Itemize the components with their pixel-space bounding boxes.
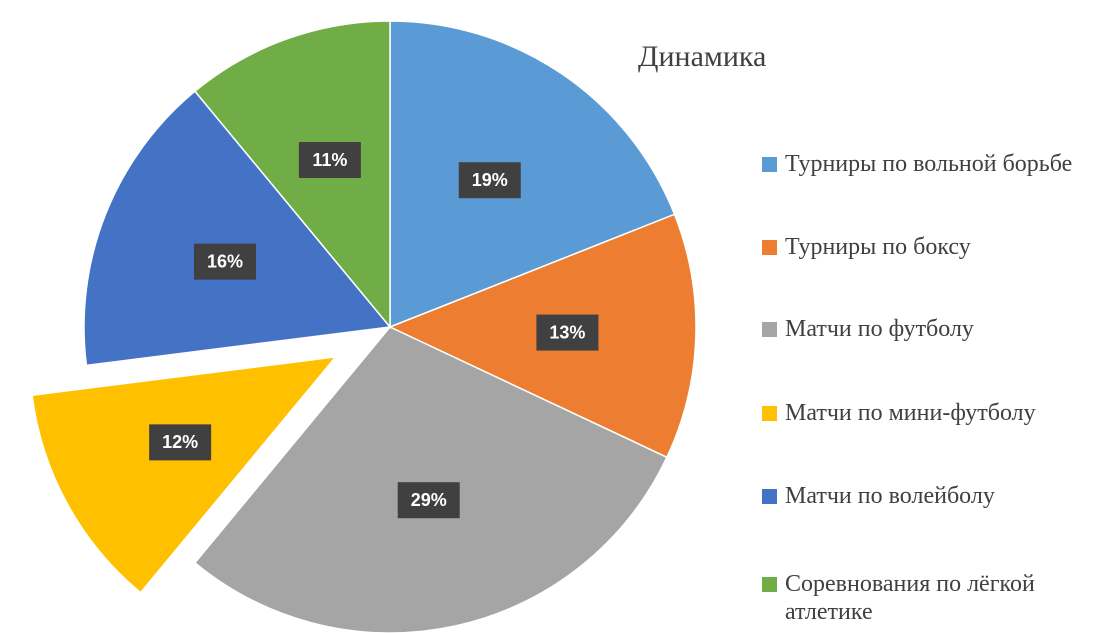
data-label: 13% xyxy=(549,322,585,342)
legend-item: Турниры по вольной борьбе xyxy=(762,150,1118,178)
data-label: 12% xyxy=(162,432,198,452)
pie-slice xyxy=(193,326,668,633)
data-label-box xyxy=(149,424,212,461)
legend-label: Турниры по боксу xyxy=(785,234,971,260)
pie-slice xyxy=(31,355,338,594)
legend-label: Матчи по волейболу xyxy=(785,483,995,509)
legend-item: Соревнования по лёгкой атлетике xyxy=(762,570,1118,626)
legend-label: Матчи по футболу xyxy=(785,316,974,342)
data-label: 29% xyxy=(411,490,447,510)
legend-swatch xyxy=(762,157,777,172)
legend-item: Матчи по мини-футболу xyxy=(762,399,1118,427)
legend-swatch xyxy=(762,322,777,337)
data-label-box xyxy=(458,162,521,199)
pie-slice xyxy=(389,20,676,329)
legend-swatch xyxy=(762,577,777,592)
legend-swatch xyxy=(762,489,777,504)
legend-label: Соревнования по лёгкой атлетике xyxy=(785,571,1035,625)
chart: 19% 13% 29% 12% 16% 11% xyxy=(31,20,697,633)
legend-swatch xyxy=(762,406,777,421)
chart-title: Динамика xyxy=(638,40,767,73)
legend-item: Турниры по боксу xyxy=(762,233,1118,261)
legend-swatch xyxy=(762,240,777,255)
legend-item: Матчи по волейболу xyxy=(762,482,1118,510)
pie-slice xyxy=(83,90,392,367)
data-label-box xyxy=(193,243,256,280)
data-label-box xyxy=(536,314,599,351)
pie-slice xyxy=(193,20,391,330)
legend-label: Матчи по мини-футболу xyxy=(785,400,1036,426)
data-label-box xyxy=(397,482,460,519)
data-label-box xyxy=(298,142,361,179)
data-label: 11% xyxy=(312,150,347,170)
legend-label: Турниры по вольной борьбе xyxy=(785,151,1073,177)
data-label: 16% xyxy=(207,251,243,271)
data-label: 19% xyxy=(472,170,508,190)
legend-item: Матчи по футболу xyxy=(762,315,1118,343)
